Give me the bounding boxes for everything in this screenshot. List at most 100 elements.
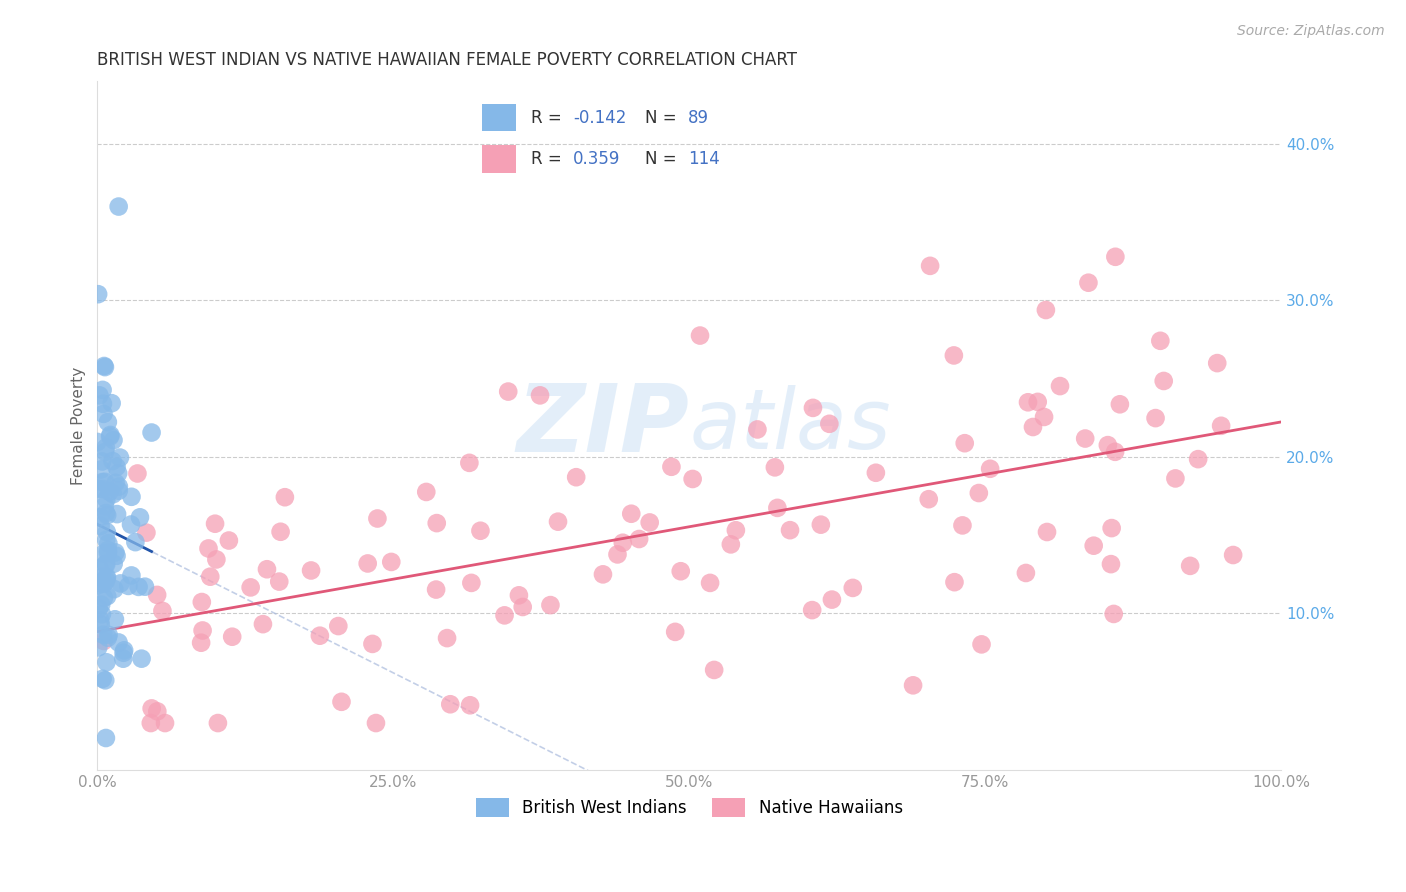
Point [207,716,229,731]
Point [131,651,153,665]
Point [309,629,332,643]
Point [970,637,993,651]
Point [1144,411,1167,425]
Point [1102,607,1125,621]
Point [606,548,628,562]
Point [93,576,115,591]
Point [274,490,297,504]
Point [101,487,124,501]
Point [612,535,634,549]
Point [380,555,402,569]
Point [1097,438,1119,452]
Point [763,460,786,475]
Y-axis label: Female Poverty: Female Poverty [72,367,86,484]
Point [328,619,350,633]
Point [91,397,114,411]
Point [801,401,824,415]
Point [1104,250,1126,264]
Point [508,588,530,602]
Point [96,492,118,507]
Point [91,672,114,686]
Point [953,436,976,450]
Point [1164,471,1187,485]
Point [146,704,169,718]
Point [1077,276,1099,290]
Point [146,588,169,602]
Point [100,396,122,410]
Point [87,482,110,496]
Point [200,570,222,584]
Point [94,574,117,588]
Point [134,580,156,594]
Point [96,558,118,572]
Point [90,462,112,476]
Point [1149,334,1171,348]
Point [121,490,143,504]
Point [1206,356,1229,370]
Point [93,591,115,605]
Point [218,533,240,548]
Point [1074,432,1097,446]
Point [91,628,114,642]
Point [94,533,117,547]
Point [299,564,322,578]
Point [139,716,162,731]
Point [252,617,274,632]
Point [918,492,941,507]
Point [91,454,114,468]
Point [153,716,176,731]
Point [97,536,120,550]
Point [538,598,561,612]
Point [979,462,1001,476]
Point [1049,379,1071,393]
Point [91,383,114,397]
Text: Source: ZipAtlas.com: Source: ZipAtlas.com [1237,24,1385,38]
Point [91,482,114,496]
Point [96,508,118,523]
Point [90,519,112,533]
Point [592,567,614,582]
Point [458,456,481,470]
Point [942,348,965,362]
Point [689,328,711,343]
Point [90,617,112,632]
Point [91,475,114,489]
Point [94,360,117,375]
Point [205,552,228,566]
Point [112,643,135,657]
Point [117,579,139,593]
Point [108,450,131,465]
Point [105,507,128,521]
Point [221,630,243,644]
Point [120,568,142,582]
Point [436,631,458,645]
Point [105,549,128,563]
Point [100,428,122,442]
Point [425,582,447,597]
Point [93,407,115,421]
Point [135,525,157,540]
Point [89,388,111,402]
Point [97,543,120,558]
Point [96,525,118,540]
Point [94,475,117,489]
Point [529,388,551,402]
Point [89,510,111,524]
Point [87,287,110,301]
Point [565,470,588,484]
Point [90,598,112,612]
Point [724,523,747,537]
Point [952,518,974,533]
Point [91,607,114,622]
Point [1015,566,1038,580]
Point [967,486,990,500]
Point [620,507,643,521]
Point [105,460,128,475]
Point [107,467,129,481]
Point [97,628,120,642]
Point [1211,418,1233,433]
Point [865,466,887,480]
Point [920,259,942,273]
Point [127,467,149,481]
Point [669,564,692,578]
